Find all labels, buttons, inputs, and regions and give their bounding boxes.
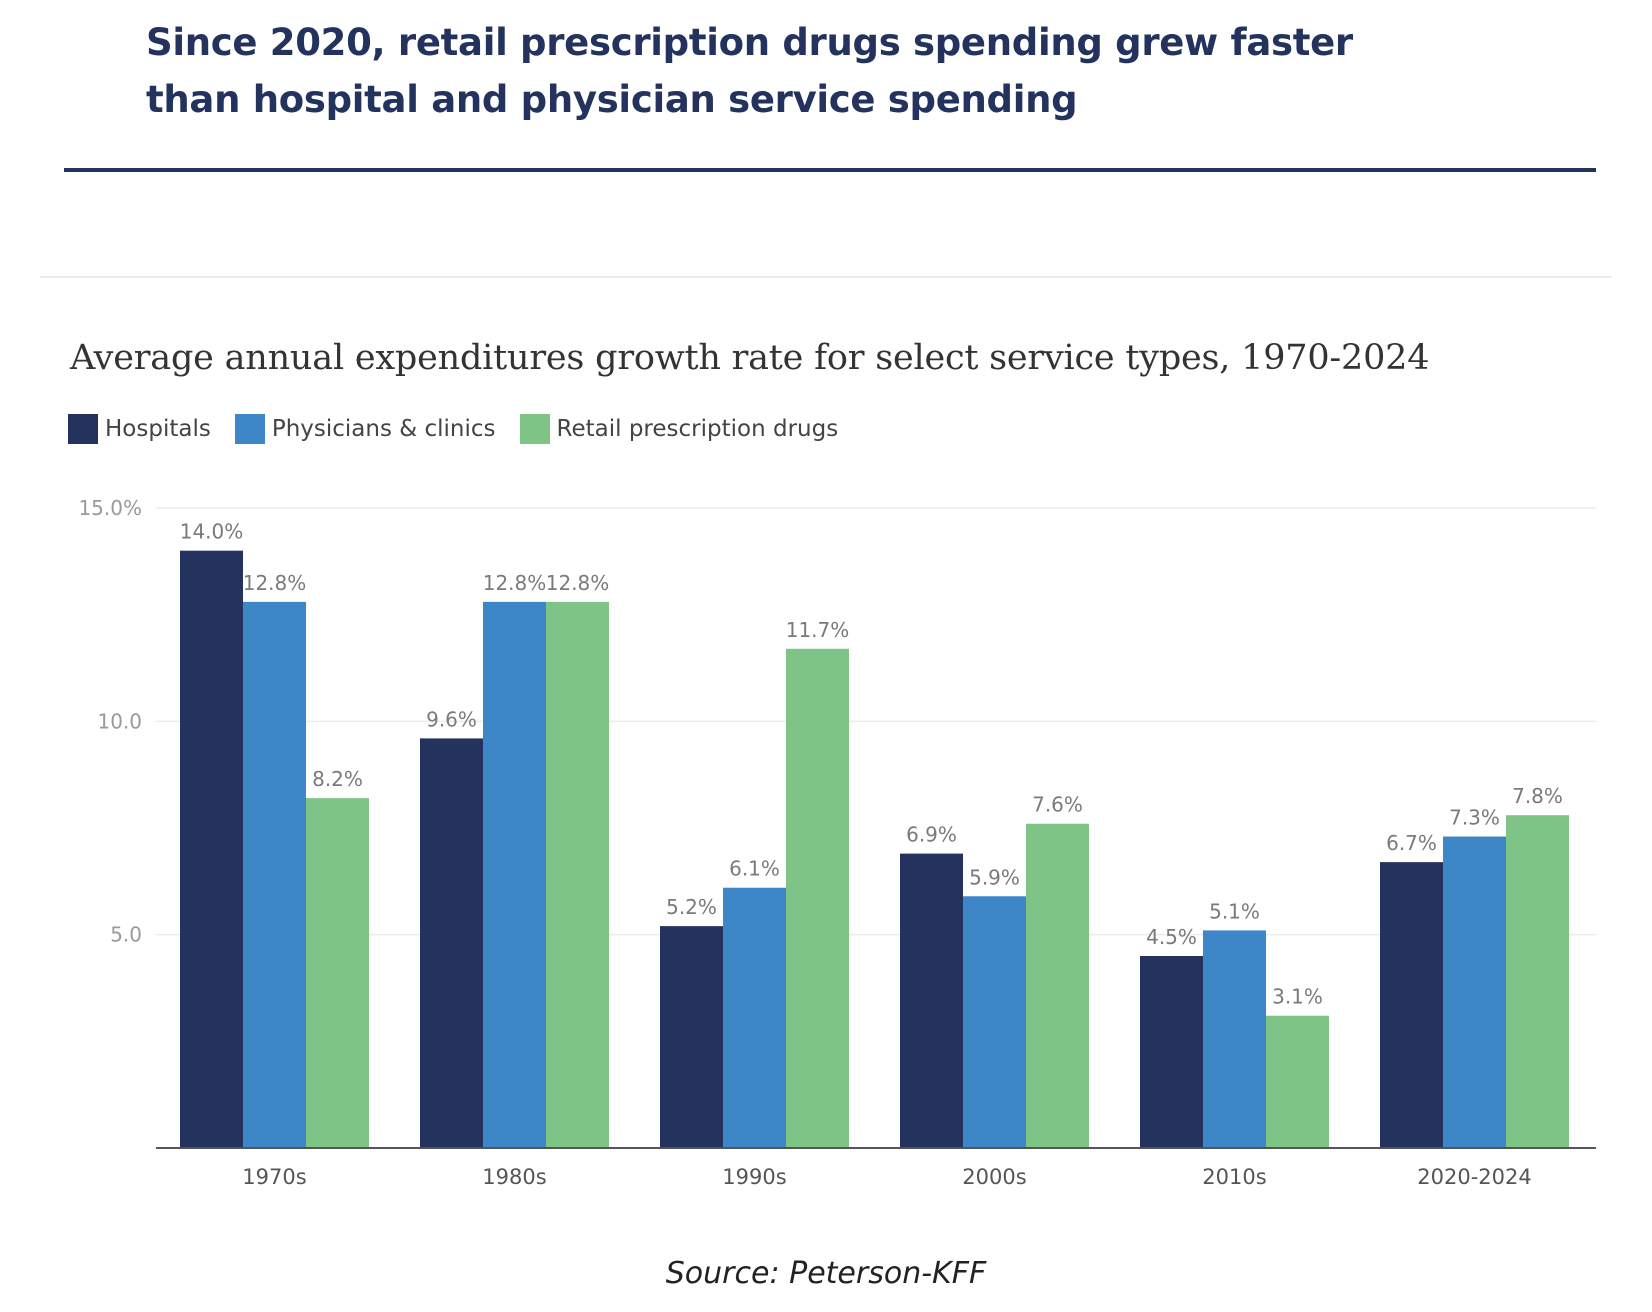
bar bbox=[723, 887, 786, 1148]
legend-label-hospitals: Hospitals bbox=[105, 416, 211, 442]
data-label: 3.1% bbox=[1272, 985, 1323, 1009]
data-label: 7.6% bbox=[1032, 793, 1083, 817]
legend-label-physicians: Physicians & clinics bbox=[271, 416, 496, 442]
bar bbox=[420, 738, 483, 1148]
bar bbox=[660, 926, 723, 1148]
bar bbox=[180, 550, 243, 1148]
data-label: 11.7% bbox=[786, 618, 850, 642]
bar bbox=[546, 601, 609, 1148]
bar bbox=[1203, 930, 1266, 1148]
data-label: 7.3% bbox=[1449, 806, 1500, 830]
source-note: Source: Peterson-KFF bbox=[665, 1256, 987, 1291]
data-label: 6.1% bbox=[729, 857, 780, 881]
legend-item-physicians: Physicians & clinics bbox=[234, 414, 496, 444]
section-divider bbox=[40, 276, 1612, 278]
bar bbox=[963, 896, 1026, 1148]
legend-swatch-hospitals bbox=[68, 414, 98, 444]
data-label: 9.6% bbox=[426, 707, 477, 731]
x-tick-label: 1970s bbox=[242, 1165, 306, 1189]
data-label: 12.8% bbox=[546, 571, 610, 595]
bar bbox=[900, 853, 963, 1148]
bar bbox=[243, 601, 306, 1148]
chart-legend: Hospitals Physicians & clinics Retail pr… bbox=[68, 414, 862, 444]
legend-swatch-drugs bbox=[519, 414, 550, 444]
x-tick-label: 2010s bbox=[1202, 1165, 1266, 1189]
bar bbox=[1266, 1015, 1329, 1148]
data-label: 8.2% bbox=[312, 767, 363, 791]
chart-title: Average annual expenditures growth rate … bbox=[70, 338, 1430, 378]
x-tick-label: 1980s bbox=[482, 1165, 546, 1189]
legend-swatch-physicians bbox=[234, 414, 265, 444]
legend-item-hospitals: Hospitals bbox=[68, 414, 211, 444]
bar bbox=[1026, 823, 1089, 1148]
data-label: 5.1% bbox=[1209, 899, 1260, 923]
y-tick-label: 10.0 bbox=[97, 709, 142, 733]
legend-item-drugs: Retail prescription drugs bbox=[519, 414, 839, 444]
y-tick-label: 5.0 bbox=[110, 923, 142, 947]
data-label: 7.8% bbox=[1512, 784, 1563, 808]
x-tick-label: 2020-2024 bbox=[1417, 1165, 1531, 1189]
x-tick-label: 1990s bbox=[722, 1165, 786, 1189]
data-label: 5.9% bbox=[969, 865, 1020, 889]
legend-label-drugs: Retail prescription drugs bbox=[556, 416, 839, 442]
bar-chart: 15.0% 10.0 5.0 14.0% 12.8% 8.2% 1970s 9.6% 12.8%… bbox=[78, 496, 1596, 1189]
data-label: 6.9% bbox=[906, 823, 957, 847]
bar bbox=[1140, 956, 1203, 1148]
bar bbox=[786, 648, 849, 1148]
data-label: 12.8% bbox=[243, 571, 307, 595]
headline: Since 2020, retail prescription drugs sp… bbox=[146, 21, 1353, 121]
y-tick-label: 15.0% bbox=[78, 496, 142, 520]
data-label: 12.8% bbox=[483, 571, 547, 595]
data-label: 4.5% bbox=[1146, 925, 1197, 949]
data-label: 5.2% bbox=[666, 895, 717, 919]
data-label: 6.7% bbox=[1386, 831, 1437, 855]
bar bbox=[306, 798, 369, 1148]
bar bbox=[1506, 815, 1569, 1148]
bar bbox=[483, 601, 546, 1148]
bar bbox=[1443, 836, 1506, 1148]
bar bbox=[1380, 862, 1443, 1148]
headline-divider bbox=[64, 168, 1596, 172]
x-tick-label: 2000s bbox=[962, 1165, 1026, 1189]
data-label: 14.0% bbox=[180, 520, 244, 544]
